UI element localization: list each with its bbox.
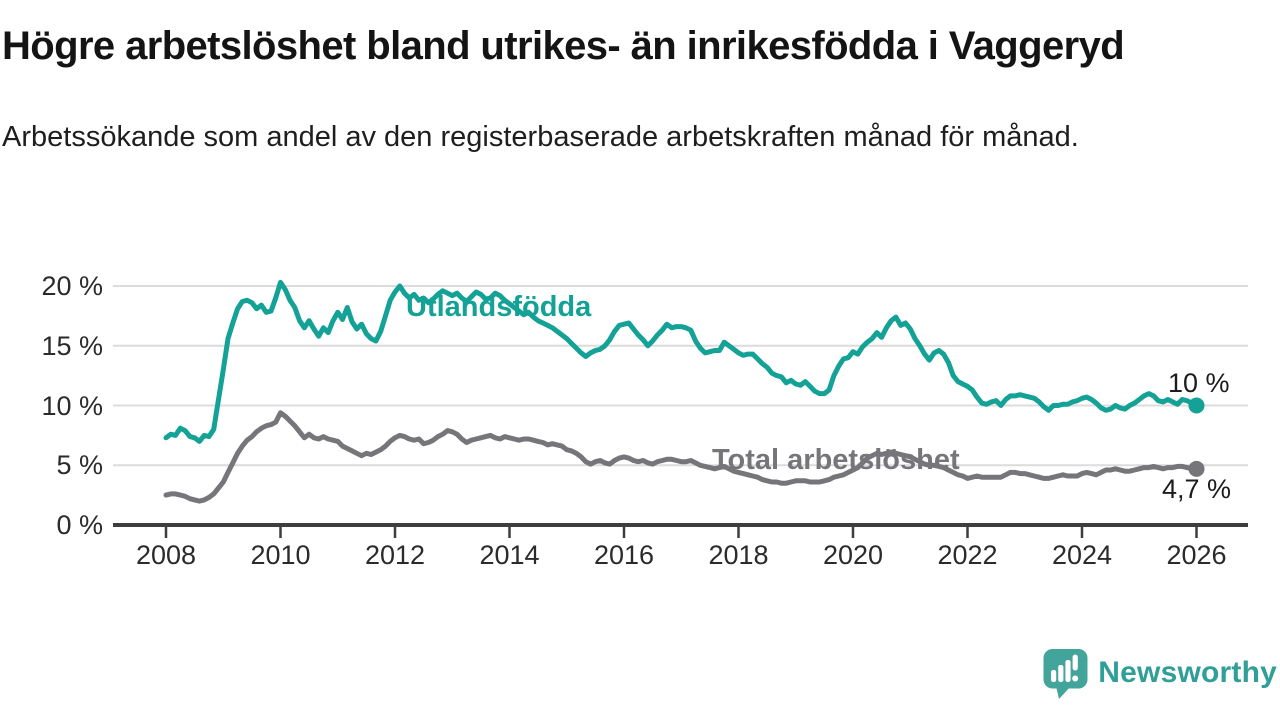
series-end-dot-utlandsfodda <box>1188 397 1205 414</box>
x-axis-label-2010: 2010 <box>250 540 311 570</box>
newsworthy-logo-icon <box>1043 649 1088 699</box>
y-axis-label-10: 10 % <box>41 390 103 421</box>
series-end-dot-total-arbetsloshet <box>1188 460 1205 477</box>
x-axis-label-2008: 2008 <box>135 540 197 570</box>
y-axis-label-0: 0 % <box>56 510 103 540</box>
x-axis-label-2012: 2012 <box>364 540 426 570</box>
chart-title: Högre arbetslöshet bland utrikes- än inr… <box>2 24 1125 68</box>
end-value-label-total: 4,7 % <box>1162 474 1232 504</box>
x-axis-label-2018: 2018 <box>708 540 769 570</box>
series-label-utlandsfodda: Utlandsfödda <box>406 291 592 323</box>
y-axis-label-15: 15 % <box>41 330 103 361</box>
series-line-utlandsfodda <box>163 279 1199 444</box>
y-axis-label-5: 5 % <box>56 450 103 481</box>
end-value-label-utlandsfodda: 10 % <box>1168 368 1230 398</box>
series-line-total-arbetsloshet <box>163 410 1199 504</box>
newsworthy-logo-text: Newsworthy <box>1098 656 1277 689</box>
x-axis-label-2014: 2014 <box>479 540 540 570</box>
x-axis-label-2020: 2020 <box>822 540 884 570</box>
x-axis-label-2024: 2024 <box>1051 540 1113 570</box>
newsworthy-logo[interactable]: Newsworthy <box>1043 648 1277 699</box>
chart-subtitle: Arbetssökande som andel av den registerb… <box>2 121 1079 153</box>
x-axis-label-2022: 2022 <box>937 540 998 570</box>
x-axis-label-2026: 2026 <box>1166 540 1227 570</box>
series-label-total-arbetsloshet: Total arbetslöshet <box>712 444 960 476</box>
y-axis-label-20: 20 % <box>41 271 103 301</box>
x-axis-label-2016: 2016 <box>593 540 655 570</box>
